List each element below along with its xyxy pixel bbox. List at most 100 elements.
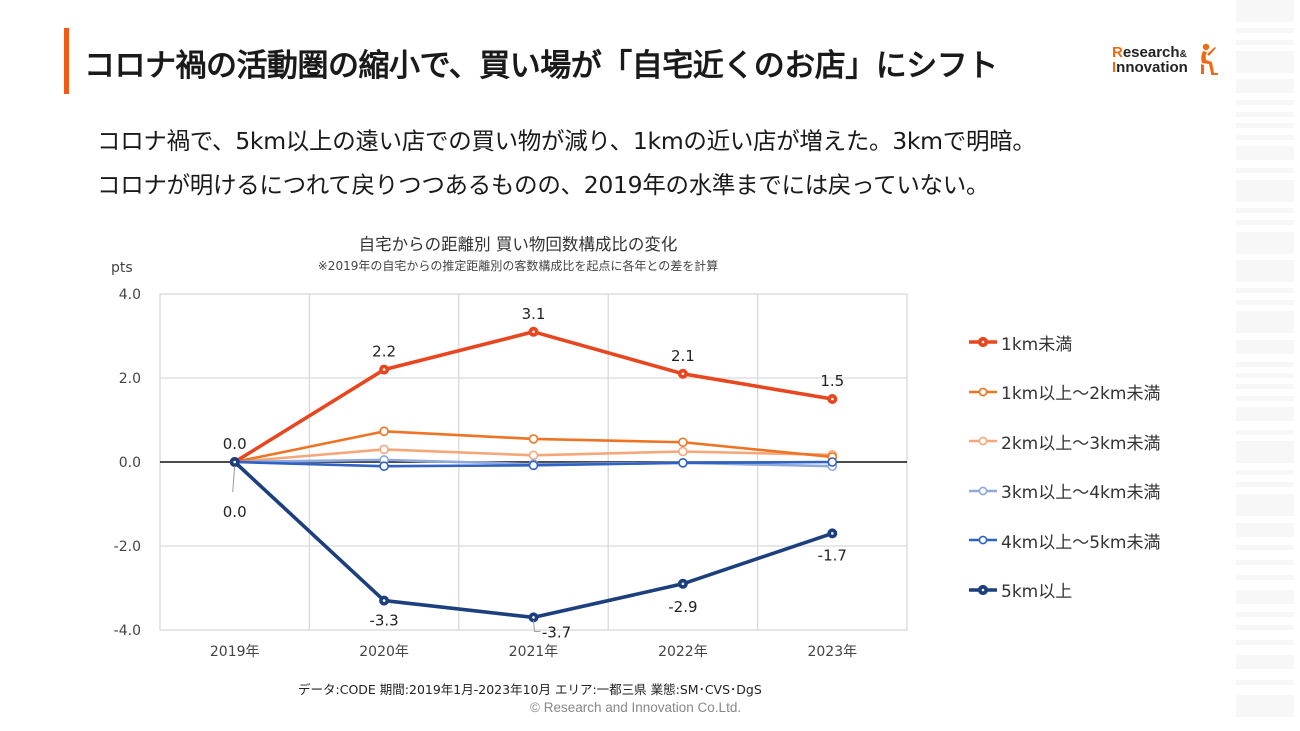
lead-text-line2: コロナが明けるにつれて戻りつつあるものの、2019年の水準までには戻っていない。 [97, 171, 990, 199]
strip-block [1236, 40, 1294, 45]
strip-block [1236, 640, 1294, 645]
legend-item: 1km未満 [968, 330, 1073, 355]
y-axis-ticks: 4.0 2.0 0.0 -2.0 -4.0 [114, 287, 141, 639]
page-title: コロナ禍の活動圏の縮小で、買い場が「自宅近くのお店」にシフト [84, 48, 998, 84]
strip-block [1236, 311, 1294, 333]
strip-block [1236, 362, 1294, 367]
x-tick-label: 2019年 [210, 644, 260, 660]
logo-text-innovation: nnovation [1116, 59, 1188, 76]
strip-block [1236, 494, 1294, 516]
series-5 [229, 457, 838, 623]
y-tick-label: -2.0 [114, 539, 141, 555]
chart-subtitle: ※2019年の自宅からの推定距離別の客数構成比を起点に各年との差を計算 [318, 258, 718, 273]
legend-marker-icon [969, 436, 997, 446]
legend-marker-icon [969, 336, 997, 348]
data-point [379, 461, 389, 472]
person-with-laptop-icon [1201, 43, 1218, 75]
legend-label: 1km以上～2km未満 [1001, 384, 1161, 404]
x-tick-label: 2022年 [658, 644, 708, 660]
data-label-5km: -2.9 [668, 598, 697, 616]
data-point-center [233, 460, 236, 464]
data-point [678, 437, 688, 448]
strip-block [1236, 625, 1294, 630]
title-accent-bar [64, 28, 69, 94]
strip-block [1236, 135, 1294, 140]
x-tick-label: 2023年 [807, 644, 857, 660]
logo-line1: Research& [1112, 45, 1187, 62]
strip-block [1236, 28, 1294, 33]
data-label-1km: 3.1 [522, 305, 546, 323]
strip-block [1236, 575, 1294, 580]
series-line [233, 460, 833, 620]
series-lines [229, 326, 838, 623]
x-tick-label: 2021年 [509, 644, 559, 660]
strip-block [1236, 112, 1294, 117]
legend-item: 1km以上～2km未満 [968, 380, 1160, 404]
strip-block [1236, 180, 1294, 202]
data-point [379, 426, 389, 437]
data-point [528, 460, 539, 471]
strip-block [1236, 100, 1294, 105]
strip-block [1236, 288, 1294, 293]
data-label-5km: -3.3 [369, 612, 398, 630]
strip-block [1236, 482, 1294, 487]
data-point-center [532, 330, 535, 334]
legend-item: 2km以上～3km未満 [968, 429, 1161, 454]
data-point-center [831, 532, 834, 535]
data-label-5km: 0.0 [223, 503, 247, 521]
data-point-center [532, 616, 535, 619]
strip-block [1236, 146, 1294, 160]
data-label-5km: -3.7 [542, 623, 571, 641]
strip-block [1236, 441, 1294, 463]
data-label-1km: 1.5 [820, 372, 844, 390]
strip-block [1236, 590, 1294, 604]
legend-label: 1km未満 [1001, 334, 1073, 355]
data-point-center [681, 372, 685, 376]
legend-item: 5km以上 [968, 578, 1072, 602]
x-tick-label: 2020年 [359, 644, 409, 660]
data-point [528, 434, 539, 444]
data-label-5km: -1.7 [818, 546, 847, 564]
leader-line [232, 465, 236, 493]
logo-ampersand: & [1179, 49, 1187, 60]
strip-block [1236, 384, 1294, 389]
series-0 [229, 326, 838, 467]
logo-initial-r: R [1112, 44, 1123, 61]
series-2 [229, 444, 838, 467]
data-label-1km: 0.0 [223, 435, 247, 453]
data-point [379, 444, 389, 455]
legend-label: 2km以上～3km未満 [1001, 433, 1161, 454]
strip-block [1236, 0, 1294, 22]
strip-block [1236, 373, 1294, 378]
strip-block [1236, 655, 1294, 669]
x-axis-ticks: 2019年 2020年 2021年 2022年 2023年 [210, 644, 857, 660]
data-point [827, 457, 838, 467]
company-logo: Research& Innovation [1112, 43, 1222, 83]
data-point [678, 458, 688, 468]
strip-block [1236, 51, 1294, 73]
strip-block [1236, 680, 1294, 685]
legend-marker-icon [969, 584, 997, 595]
strip-block [1236, 340, 1294, 354]
strip-block [1236, 470, 1294, 475]
strip-block [1236, 79, 1294, 93]
strip-block [1236, 220, 1294, 225]
y-tick-label: 4.0 [119, 287, 141, 303]
data-label-1km: 2.2 [372, 343, 396, 361]
legend-label: 5km以上 [1001, 582, 1073, 602]
leader-line [533, 620, 541, 632]
chart-title: 自宅からの距離別 買い物回数構成比の変化 [359, 235, 678, 254]
legend-item: 4km以上～5km未満 [968, 528, 1161, 553]
legend-label: 4km以上～5km未満 [1001, 532, 1161, 553]
strip-block [1236, 232, 1294, 254]
strip-block [1236, 123, 1294, 128]
legend-marker-icon [969, 387, 997, 396]
strip-block [1236, 560, 1294, 565]
strip-block [1236, 545, 1294, 550]
strip-block [1236, 430, 1294, 435]
data-source-note: データ:CODE 期間:2019年1月-2023年10月 エリア:一都三県 業態… [298, 682, 762, 697]
data-point-center [382, 368, 386, 371]
legend-label: 3km以上～4km未満 [1001, 483, 1161, 503]
strip-block [1236, 260, 1294, 282]
